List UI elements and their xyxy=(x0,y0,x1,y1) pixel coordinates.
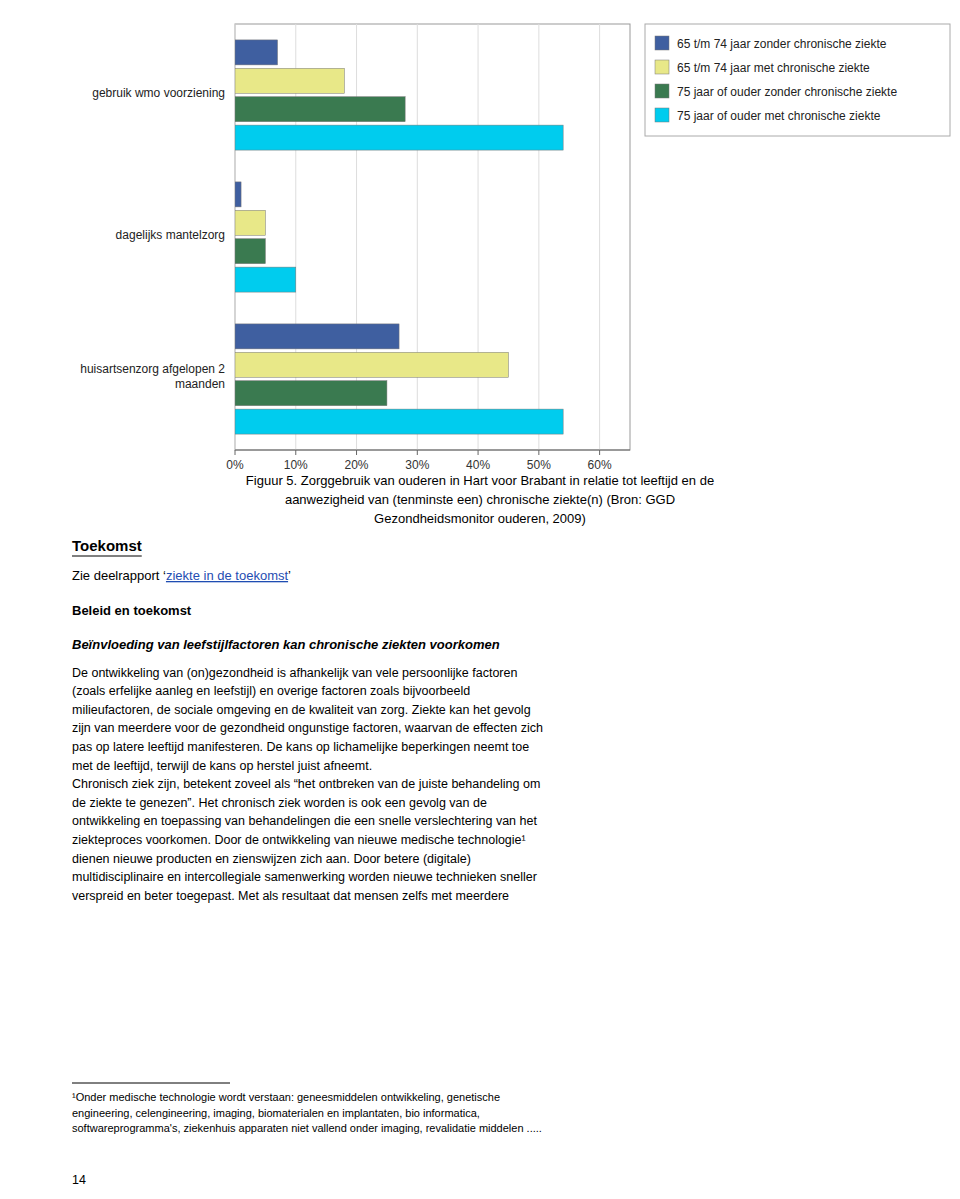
y-tick-label: gebruik wmo voorziening xyxy=(92,86,225,100)
legend-label: 65 t/m 74 jaar zonder chronische ziekte xyxy=(677,37,887,51)
tick-mark xyxy=(538,450,539,455)
italic-heading: Beïnvloeding van leefstijlfactoren kan c… xyxy=(72,637,500,652)
chart: 0% 10% 20% 30% 40% 50% 60% gebruik wmo voorzien… xyxy=(80,24,950,472)
footnote: ¹Onder medische technologie wordt versta… xyxy=(72,1091,542,1134)
x-tick-label: 20% xyxy=(345,458,369,472)
figure-caption: Figuur 5. Zorggebruik van ouderen in Har… xyxy=(246,473,714,526)
legend-swatch xyxy=(655,84,669,98)
heading: Toekomst xyxy=(72,537,142,554)
x-tick-label: 40% xyxy=(466,458,490,472)
x-tick-label: 30% xyxy=(405,458,429,472)
grid-line xyxy=(478,24,479,450)
x-tick-label: 10% xyxy=(284,458,308,472)
legend-swatch xyxy=(655,60,669,74)
grid-line xyxy=(417,24,418,450)
grid xyxy=(235,24,600,450)
tick-mark xyxy=(295,450,296,455)
footnote-rule xyxy=(72,1083,230,1084)
bar xyxy=(235,267,296,292)
legend: 65 t/m 74 jaar zonder chronische ziekte 6… xyxy=(645,24,950,136)
bars xyxy=(235,40,563,434)
legend-label: 75 jaar of ouder met chronische ziekte xyxy=(677,109,881,123)
x-axis-line xyxy=(235,450,630,451)
bar xyxy=(235,97,405,122)
bar xyxy=(235,40,278,65)
legend-swatch xyxy=(655,36,669,50)
page: 0% 10% 20% 30% 40% 50% 60% gebruik wmo voorzien… xyxy=(0,0,960,1199)
bar xyxy=(235,210,265,235)
tick-mark xyxy=(356,450,357,455)
bar xyxy=(235,68,344,93)
legend-label: 65 t/m 74 jaar met chronische ziekte xyxy=(677,61,870,75)
page-number: 14 xyxy=(72,1173,86,1187)
legend-swatch xyxy=(655,108,669,122)
bar xyxy=(235,239,265,264)
tick-mark xyxy=(417,450,418,455)
y-tick-label: huisartsenzorg afgelopen 2maanden xyxy=(80,362,225,391)
reference-link[interactable]: ziekte in de toekomst xyxy=(166,568,289,583)
reference-text: Zie deelrapport ‘ xyxy=(72,568,166,583)
bar xyxy=(235,352,508,377)
legend-box xyxy=(645,24,950,136)
reference-line: Zie deelrapport ‘ziekte in de toekomst’ xyxy=(72,568,291,583)
bar xyxy=(235,409,563,434)
bar xyxy=(235,125,563,150)
tick-mark xyxy=(478,450,479,455)
tick-mark xyxy=(599,450,600,455)
x-tick-label: 60% xyxy=(588,458,612,472)
grid-line xyxy=(599,24,600,450)
y-tick-label: dagelijks mantelzorg xyxy=(116,228,225,242)
bar xyxy=(235,381,387,406)
bar xyxy=(235,324,399,349)
reference-text: ’ xyxy=(288,568,291,583)
subheading: Beleid en toekomst xyxy=(72,603,192,618)
x-tick-label: 0% xyxy=(226,458,244,472)
legend-label: 75 jaar of ouder zonder chronische ziekt… xyxy=(677,85,897,99)
heading-underline xyxy=(72,556,142,557)
x-tick-label: 50% xyxy=(527,458,551,472)
tick-mark xyxy=(235,450,236,455)
bar xyxy=(235,182,241,207)
plot-frame xyxy=(235,24,630,450)
body-text: De ontwikkeling van (on)gezondheid is af… xyxy=(72,666,543,903)
grid-line xyxy=(538,24,539,450)
